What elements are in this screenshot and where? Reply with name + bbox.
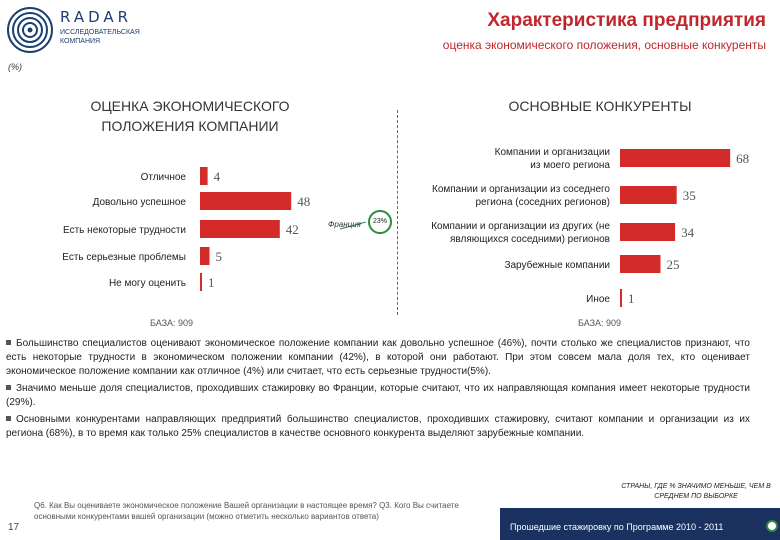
category-label-right-5: Иное (586, 294, 610, 305)
category-label-right-4: Зарубежные компании (504, 259, 610, 271)
category-label-right-3: Компании и организации из других (не (431, 221, 610, 232)
value-label-right-5: 1 (628, 291, 635, 306)
value-label-right-2: 35 (683, 188, 696, 203)
bar-left-1 (200, 167, 208, 185)
category-label-left-3: Есть некоторые трудности (63, 225, 186, 236)
callout-label: Франция (328, 220, 361, 229)
value-label-left-3: 42 (286, 222, 299, 237)
bullet-icon (6, 385, 11, 390)
category-label-right-3: являющихся соседними) регионов (450, 234, 610, 245)
bar-left-5 (200, 273, 202, 291)
bullet-icon (6, 340, 11, 345)
footer-bar (500, 508, 780, 540)
summary-text-3: Основными конкурентами направляющих пред… (6, 414, 750, 439)
value-label-right-1: 68 (736, 151, 749, 166)
value-label-right-3: 34 (681, 225, 695, 240)
page-number: 17 (8, 522, 20, 533)
summary-text-2: Значимо меньше доля специалистов, проход… (6, 383, 750, 408)
panel-divider (397, 110, 398, 315)
summary-text: Большинство специалистов оценивают эконо… (6, 337, 750, 444)
logo-name: RADAR (60, 8, 133, 26)
bar-left-3 (200, 220, 280, 238)
header: RADAR ИССЛЕДОВАТЕЛЬСКАЯ КОМПАНИЯ Характе… (0, 0, 780, 58)
bar-right-4 (620, 255, 661, 273)
summary-paragraph: Большинство специалистов оценивают эконо… (6, 337, 750, 379)
charts-canvas: Отличное 4 Довольно успешное 48 Есть некотор… (62, 147, 749, 307)
page-subtitle: оценка экономического положения, основны… (442, 38, 766, 52)
bar-left-2 (200, 192, 292, 210)
left-panel-title: ОЦЕНКА ЭКОНОМИЧЕСКОГО ПОЛОЖЕНИЯ КОМПАНИИ (55, 96, 325, 136)
page-title: Характеристика предприятия (487, 10, 766, 31)
bar-left-4 (200, 247, 210, 265)
category-label-left-4: Есть серьезные проблемы (62, 251, 186, 263)
bar-right-1 (620, 149, 731, 167)
left-panel-title-line2: ПОЛОЖЕНИЯ КОМПАНИИ (101, 118, 279, 134)
category-label-right-2: Компании и организации из соседнего (432, 184, 610, 195)
value-label-left-5: 1 (208, 275, 215, 290)
question-note: Q6. Как Вы оцениваете экономическое поло… (34, 501, 459, 521)
summary-paragraph: Основными конкурентами направляющих пред… (6, 413, 750, 441)
value-label-left-1: 4 (214, 169, 221, 184)
legend-note: СТРАНЫ, ГДЕ % ЗНАЧИМО МЕНЬШЕ, ЧЕМ В СРЕД… (621, 483, 771, 500)
summary-paragraph: Значимо меньше доля специалистов, проход… (6, 382, 750, 410)
bar-right-2 (620, 186, 677, 204)
category-label-left-5: Не могу оценить (109, 278, 186, 289)
radar-logo-icon (7, 7, 53, 53)
percent-note: (%) (8, 62, 22, 72)
callout-connector (339, 221, 367, 230)
right-base-note: БАЗА: 909 (578, 318, 622, 328)
program-label: Прошедшие стажировку по Программе 2010 -… (510, 522, 724, 532)
legend-swatch-icon (766, 520, 778, 532)
bar-right-3 (620, 223, 676, 241)
summary-text-1: Большинство специалистов оценивают эконо… (6, 338, 750, 377)
bar-right-5 (620, 289, 622, 307)
category-label-right-1: из моего региона (530, 160, 610, 171)
callout-badge: 23% (368, 210, 392, 234)
left-panel-title-line1: ОЦЕНКА ЭКОНОМИЧЕСКОГО (90, 98, 290, 114)
logo-subtitle: ИССЛЕДОВАТЕЛЬСКАЯ КОМПАНИЯ (60, 29, 140, 45)
category-label-left-2: Довольно успешное (93, 197, 187, 208)
right-panel-title: ОСНОВНЫЕ КОНКУРЕНТЫ (508, 98, 692, 114)
category-label-right-2: региона (соседних регионов) (476, 197, 611, 208)
category-label-right-1: Компании и организации (495, 147, 610, 158)
value-label-left-2: 48 (297, 194, 310, 209)
bullet-icon (6, 416, 11, 421)
value-label-left-4: 5 (216, 249, 223, 264)
category-label-left-1: Отличное (141, 172, 187, 183)
value-label-right-4: 25 (667, 257, 680, 272)
left-base-note: БАЗА: 909 (150, 318, 194, 328)
